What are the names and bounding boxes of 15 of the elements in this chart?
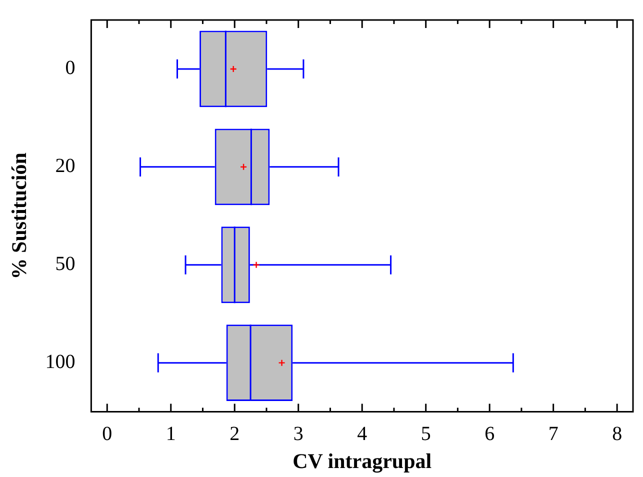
- x-tick-label: 0: [102, 423, 112, 446]
- x-tick-label: 4: [357, 423, 368, 446]
- x-tick-label: 8: [612, 423, 622, 446]
- y-tick-label: 0: [65, 57, 76, 80]
- x-axis-title: CV intragrupal: [292, 448, 432, 473]
- x-tick-label: 5: [420, 423, 431, 446]
- y-tick-label: 50: [55, 253, 76, 276]
- x-tick-label: 3: [293, 423, 304, 446]
- x-tick-label: 2: [230, 423, 240, 446]
- x-tick-label: 6: [484, 423, 495, 446]
- y-axis-title: % Sustitución: [7, 152, 32, 280]
- y-tick-label: 20: [55, 155, 76, 178]
- y-tick-label: 100: [45, 351, 76, 374]
- x-tick-label: 7: [548, 423, 558, 446]
- x-tick-label: 1: [166, 423, 176, 446]
